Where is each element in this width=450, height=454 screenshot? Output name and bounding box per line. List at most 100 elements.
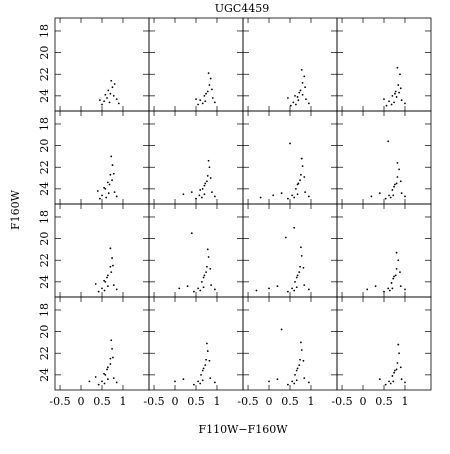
y-tick-label: 20 xyxy=(38,46,51,60)
star-point xyxy=(287,97,289,99)
star-point xyxy=(101,380,103,383)
star-point xyxy=(299,265,301,268)
star-point xyxy=(208,84,211,86)
star-point xyxy=(289,142,291,145)
y-tick-label: 18 xyxy=(38,303,51,317)
star-point xyxy=(211,191,213,194)
star-point xyxy=(399,73,401,76)
y-tick-label: 20 xyxy=(38,139,51,153)
star-point xyxy=(202,276,205,279)
star-point xyxy=(210,284,213,287)
star-point xyxy=(203,274,206,277)
star-point xyxy=(207,72,210,75)
star-point xyxy=(198,194,201,197)
star-point xyxy=(206,174,209,177)
star-point xyxy=(395,251,398,254)
star-point xyxy=(293,289,296,292)
star-point xyxy=(109,92,112,95)
star-point xyxy=(96,190,99,192)
star-point xyxy=(109,363,112,365)
star-point xyxy=(106,378,109,381)
star-point xyxy=(294,103,297,106)
star-point xyxy=(378,378,381,381)
star-point xyxy=(304,86,307,89)
star-point xyxy=(211,97,214,99)
star-point xyxy=(202,367,205,370)
x-tick-label: -0.5 xyxy=(49,395,70,408)
star-point xyxy=(398,168,401,171)
x-tick-label: -0.5 xyxy=(143,395,164,408)
star-point xyxy=(106,368,108,371)
star-point xyxy=(391,375,394,377)
star-point xyxy=(301,93,304,96)
star-point xyxy=(178,287,181,290)
star-point xyxy=(296,193,299,196)
star-point xyxy=(106,366,109,369)
star-point xyxy=(392,194,395,197)
star-point xyxy=(293,382,296,385)
star-point xyxy=(293,226,296,229)
star-point xyxy=(292,101,295,104)
star-point xyxy=(298,91,301,94)
star-point xyxy=(294,280,296,283)
star-point xyxy=(374,285,377,288)
star-point xyxy=(115,381,118,384)
star-point xyxy=(390,103,393,106)
star-point xyxy=(193,383,195,386)
x-tick-label: 0 xyxy=(78,395,85,408)
star-point xyxy=(302,266,305,269)
y-tick-label: 24 xyxy=(38,89,51,103)
star-point xyxy=(298,271,301,274)
star-point xyxy=(106,276,108,279)
star-point xyxy=(303,75,306,78)
star-point xyxy=(206,90,209,93)
star-point xyxy=(399,271,401,274)
star-point xyxy=(205,92,207,95)
star-point xyxy=(206,265,208,268)
y-axis-label: F160W xyxy=(9,189,22,230)
x-axis-label: F110W−F160W xyxy=(198,423,288,436)
star-point xyxy=(272,194,275,197)
star-point xyxy=(209,77,212,80)
star-point xyxy=(388,289,391,292)
star-point xyxy=(99,99,101,102)
star-point xyxy=(115,195,118,198)
star-point xyxy=(201,187,204,190)
star-point xyxy=(199,99,202,102)
star-point xyxy=(383,98,385,101)
star-point xyxy=(302,359,305,362)
star-point xyxy=(182,193,185,196)
star-point xyxy=(113,83,116,85)
star-point xyxy=(296,274,299,277)
star-point xyxy=(104,187,107,190)
star-point xyxy=(101,287,103,290)
star-point xyxy=(115,98,118,101)
star-point xyxy=(213,195,216,198)
star-point xyxy=(112,172,115,175)
x-tick-label: 0 xyxy=(360,395,367,408)
star-point xyxy=(199,289,202,292)
star-point xyxy=(110,79,113,82)
star-point xyxy=(384,383,387,386)
y-tick-label: 22 xyxy=(38,253,51,267)
star-point xyxy=(392,277,395,280)
star-point xyxy=(378,192,381,195)
y-tick-label: 20 xyxy=(38,232,51,246)
star-point xyxy=(174,380,176,383)
star-point xyxy=(204,182,207,185)
star-point xyxy=(287,383,289,386)
star-point xyxy=(397,343,400,346)
star-point xyxy=(103,289,106,292)
star-point xyxy=(396,176,399,178)
x-tick-label: 1 xyxy=(401,395,408,408)
star-point xyxy=(383,290,385,293)
star-point xyxy=(110,271,113,274)
star-point xyxy=(289,104,292,107)
x-tick-label: -0.5 xyxy=(331,395,352,408)
star-point xyxy=(298,364,301,367)
star-point xyxy=(103,186,105,189)
star-point xyxy=(112,356,114,359)
star-point xyxy=(268,287,270,290)
star-point xyxy=(199,382,202,385)
